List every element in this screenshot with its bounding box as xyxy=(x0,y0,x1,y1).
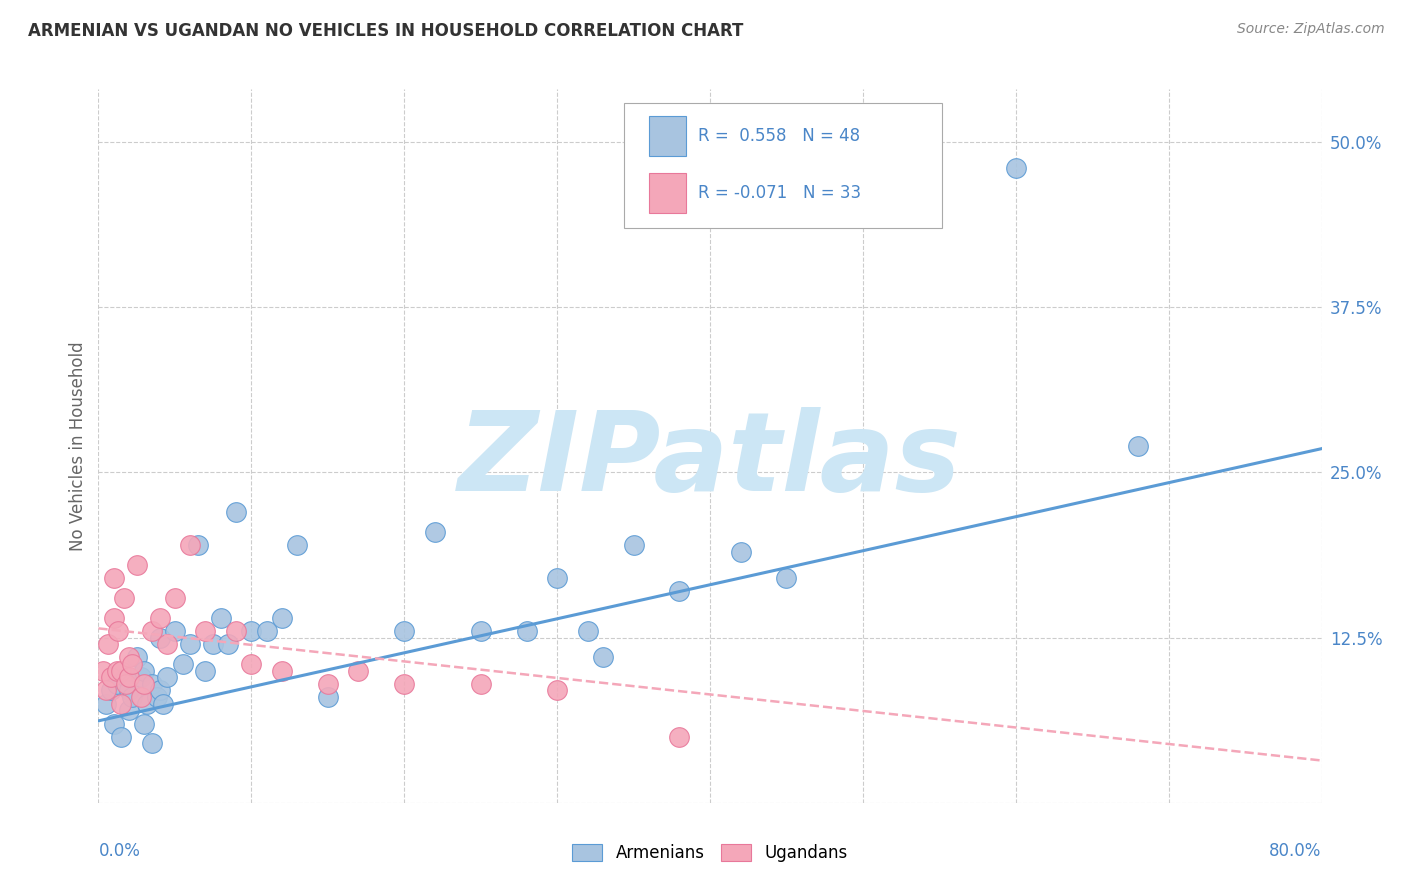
Point xyxy=(392,624,416,638)
Point xyxy=(240,657,263,671)
Point xyxy=(392,677,416,691)
Point xyxy=(103,571,125,585)
Point xyxy=(592,650,614,665)
Point xyxy=(115,677,138,691)
Point xyxy=(134,677,156,691)
Text: ZIPatlas: ZIPatlas xyxy=(458,407,962,514)
Point xyxy=(141,677,163,691)
Point xyxy=(156,670,179,684)
Point xyxy=(179,538,201,552)
Point xyxy=(730,545,752,559)
Point xyxy=(149,631,172,645)
Point xyxy=(194,624,217,638)
Text: ARMENIAN VS UGANDAN NO VEHICLES IN HOUSEHOLD CORRELATION CHART: ARMENIAN VS UGANDAN NO VEHICLES IN HOUSE… xyxy=(28,22,744,40)
Point xyxy=(423,524,446,539)
Point xyxy=(103,611,125,625)
Point xyxy=(91,664,114,678)
Point xyxy=(470,677,492,691)
Point xyxy=(285,538,308,552)
Point xyxy=(136,697,159,711)
Point xyxy=(172,657,194,671)
Point xyxy=(110,697,132,711)
Point xyxy=(256,624,278,638)
Text: 80.0%: 80.0% xyxy=(1270,842,1322,860)
Point xyxy=(163,591,186,605)
Point xyxy=(129,690,152,704)
Point xyxy=(97,637,120,651)
Point xyxy=(225,624,247,638)
Point xyxy=(316,690,339,704)
Point xyxy=(121,657,143,671)
FancyBboxPatch shape xyxy=(624,103,942,228)
Point xyxy=(149,611,172,625)
Point xyxy=(179,637,201,651)
Point xyxy=(134,664,156,678)
Point xyxy=(118,683,141,698)
Point xyxy=(187,538,209,552)
Point xyxy=(546,683,568,698)
Point xyxy=(516,624,538,638)
Point xyxy=(1004,161,1026,176)
Point xyxy=(470,624,492,638)
Point xyxy=(347,664,370,678)
Point xyxy=(163,624,186,638)
Point xyxy=(141,624,163,638)
Point xyxy=(145,690,167,704)
Point xyxy=(118,670,141,684)
Point xyxy=(115,670,138,684)
Point xyxy=(225,505,247,519)
Point xyxy=(152,697,174,711)
Point xyxy=(202,637,225,651)
Point xyxy=(668,730,690,744)
Point xyxy=(270,611,292,625)
Point xyxy=(118,703,141,717)
Point xyxy=(775,571,797,585)
Point xyxy=(94,697,117,711)
Point xyxy=(100,683,122,698)
Point xyxy=(1128,439,1150,453)
Point xyxy=(107,624,129,638)
Point xyxy=(668,584,690,599)
Point xyxy=(217,637,239,651)
Point xyxy=(576,624,599,638)
Point xyxy=(623,538,645,552)
Point xyxy=(125,650,148,665)
Point xyxy=(105,677,128,691)
FancyBboxPatch shape xyxy=(648,116,686,155)
Point xyxy=(270,664,292,678)
Point xyxy=(103,716,125,731)
Point xyxy=(209,611,232,625)
Point xyxy=(134,716,156,731)
Point xyxy=(129,670,152,684)
Text: R = -0.071   N = 33: R = -0.071 N = 33 xyxy=(697,184,860,202)
Legend: Armenians, Ugandans: Armenians, Ugandans xyxy=(572,844,848,863)
Point xyxy=(112,591,135,605)
Point xyxy=(546,571,568,585)
FancyBboxPatch shape xyxy=(648,173,686,212)
Point xyxy=(94,683,117,698)
Text: 0.0%: 0.0% xyxy=(98,842,141,860)
Point xyxy=(105,664,128,678)
Point xyxy=(316,677,339,691)
Point xyxy=(125,558,148,572)
Point xyxy=(156,637,179,651)
Point xyxy=(240,624,263,638)
Text: Source: ZipAtlas.com: Source: ZipAtlas.com xyxy=(1237,22,1385,37)
Point xyxy=(149,683,172,698)
Y-axis label: No Vehicles in Household: No Vehicles in Household xyxy=(69,341,87,551)
Text: R =  0.558   N = 48: R = 0.558 N = 48 xyxy=(697,127,860,145)
Point xyxy=(100,670,122,684)
Point xyxy=(121,690,143,704)
Point xyxy=(194,664,217,678)
Point xyxy=(141,736,163,750)
Point xyxy=(110,730,132,744)
Point xyxy=(110,664,132,678)
Point xyxy=(118,650,141,665)
